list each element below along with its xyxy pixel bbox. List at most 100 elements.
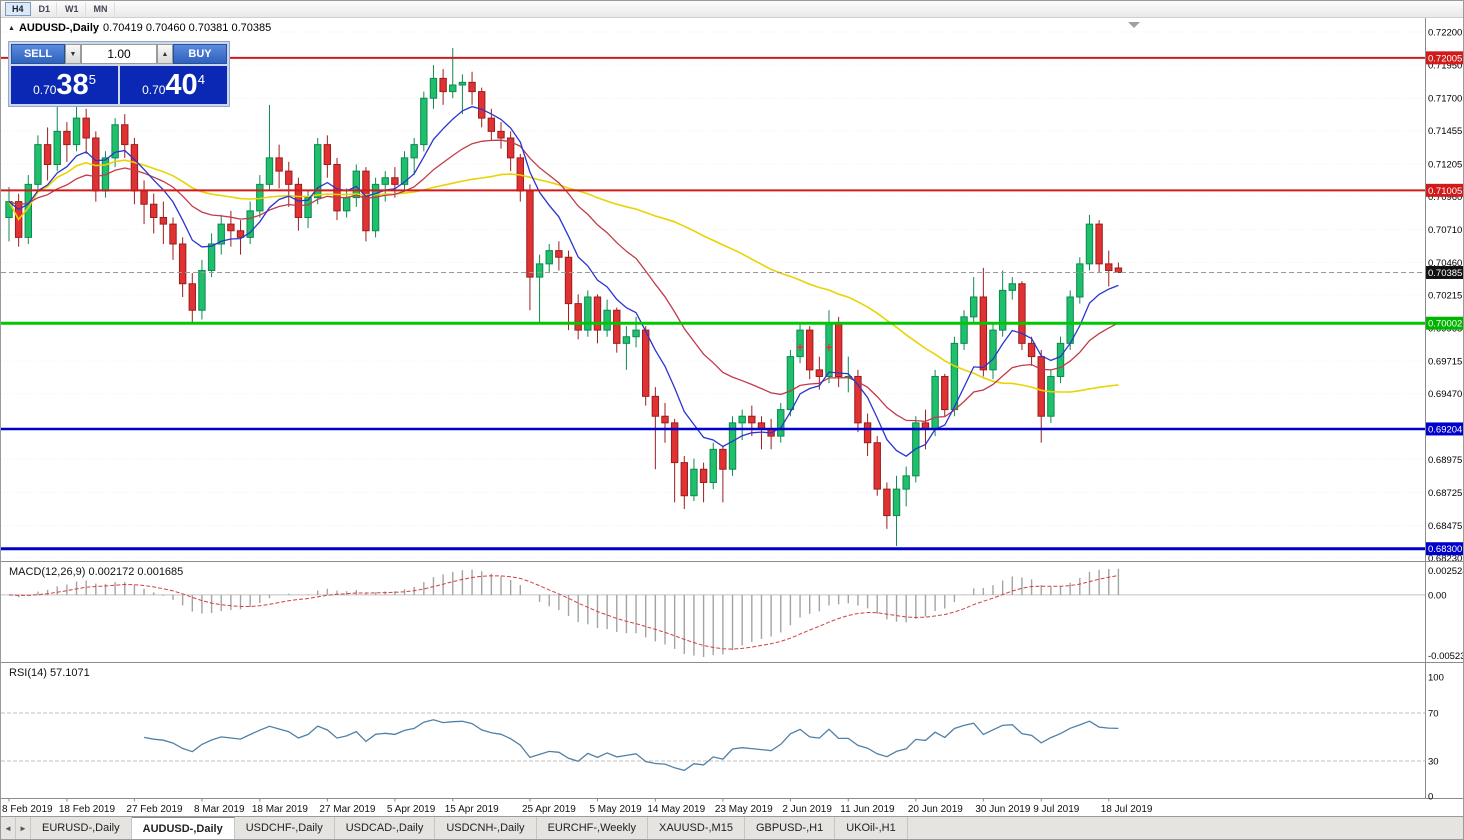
svg-text:0.72005: 0.72005 <box>1428 53 1462 64</box>
svg-text:0.68725: 0.68725 <box>1428 488 1462 499</box>
svg-text:0.69204: 0.69204 <box>1428 424 1462 435</box>
svg-text:0.68300: 0.68300 <box>1428 544 1462 555</box>
chart-title: ▲ AUDUSD-,Daily 0.70419 0.70460 0.70381 … <box>8 22 271 34</box>
buy-price-sup: 4 <box>197 72 205 87</box>
sell-price-sup: 5 <box>88 72 96 87</box>
svg-text:9 Jul 2019: 9 Jul 2019 <box>1033 804 1080 815</box>
chevron-up-icon: ▲ <box>161 50 169 58</box>
timeframe-w1-button[interactable]: W1 <box>58 2 86 16</box>
chart-symbol-label: AUDUSD-,Daily <box>18 22 100 34</box>
svg-text:-0.005234: -0.005234 <box>1428 651 1464 662</box>
buy-price-prefix: 0.70 <box>142 83 166 97</box>
chart-canvas[interactable]: 0.722000.719500.717000.714550.712050.709… <box>1 1 1464 819</box>
tab-eurusd-daily[interactable]: EURUSD-,Daily <box>31 817 132 839</box>
svg-text:0.71700: 0.71700 <box>1428 94 1462 105</box>
svg-text:100: 100 <box>1428 673 1444 684</box>
tab-gbpusd-h1[interactable]: GBPUSD-,H1 <box>745 817 836 839</box>
svg-text:MACD(12,26,9) 0.002172 0.00168: MACD(12,26,9) 0.002172 0.001685 <box>9 566 183 578</box>
svg-text:18 Feb 2019: 18 Feb 2019 <box>59 804 116 815</box>
tab-ukoil-h1[interactable]: UKOil-,H1 <box>835 817 908 839</box>
svg-text:0.70460: 0.70460 <box>1428 258 1462 269</box>
timeframe-h4-button[interactable]: H4 <box>5 2 31 16</box>
svg-text:15 Apr 2019: 15 Apr 2019 <box>445 804 499 815</box>
svg-text:0.68230: 0.68230 <box>1428 554 1462 565</box>
svg-text:0: 0 <box>1428 792 1433 803</box>
timeframe-mn-button[interactable]: MN <box>87 2 115 16</box>
panel-separators <box>1 561 1463 799</box>
sell-price-display[interactable]: 0.70 38 5 <box>11 66 118 104</box>
svg-text:0.72200: 0.72200 <box>1428 28 1462 39</box>
chevron-down-icon: ▼ <box>69 50 77 58</box>
svg-text:0.68475: 0.68475 <box>1428 521 1462 532</box>
svg-text:0.71455: 0.71455 <box>1428 126 1462 137</box>
svg-text:0.71205: 0.71205 <box>1428 159 1462 170</box>
tab-xauusd-m15[interactable]: XAUUSD-,M15 <box>648 817 745 839</box>
svg-text:0.002524: 0.002524 <box>1428 566 1464 577</box>
sell-price-prefix: 0.70 <box>33 83 57 97</box>
svg-text:0.00: 0.00 <box>1428 590 1447 601</box>
chart-ohlc-values: 0.70419 0.70460 0.70381 0.70385 <box>103 22 272 34</box>
svg-text:20 Jun 2019: 20 Jun 2019 <box>908 804 963 815</box>
tab-audusd-daily[interactable]: AUDUSD-,Daily <box>131 817 235 839</box>
macd-panel: MACD(12,26,9) 0.002172 0.001685 0.002524 0… <box>1 566 1464 662</box>
svg-text:0.70002: 0.70002 <box>1428 319 1462 330</box>
svg-text:5 Apr 2019: 5 Apr 2019 <box>387 804 436 815</box>
svg-text:0.68975: 0.68975 <box>1428 455 1462 466</box>
arrow-left-icon: ◄ <box>4 823 12 833</box>
tab-usdcad-daily[interactable]: USDCAD-,Daily <box>335 817 436 839</box>
tab-eurchf-weekly[interactable]: EURCHF-,Weekly <box>537 817 648 839</box>
shift-marker-icon <box>1128 22 1140 28</box>
svg-text:30: 30 <box>1428 757 1439 768</box>
volume-increase-button[interactable]: ▲ <box>157 44 173 64</box>
tab-usdcnh-daily[interactable]: USDCNH-,Daily <box>435 817 537 839</box>
svg-text:30 Jun 2019: 30 Jun 2019 <box>975 804 1030 815</box>
svg-text:0.71005: 0.71005 <box>1428 186 1462 197</box>
svg-text:0.71950: 0.71950 <box>1428 61 1462 72</box>
moving-averages-layer <box>8 105 1119 457</box>
buy-button[interactable]: BUY <box>173 44 227 64</box>
svg-text:27 Feb 2019: 27 Feb 2019 <box>126 804 183 815</box>
trade-markers-layer <box>796 343 833 351</box>
one-click-trading-panel: SELL ▼ 1.00 ▲ BUY 0.70 38 5 0.70 40 4 <box>8 41 230 107</box>
tab-scroll-right-button[interactable]: ► <box>16 817 31 839</box>
grid-layer <box>1 31 1425 559</box>
rsi-panel: RSI(14) 57.1071 100 70 30 0 <box>1 667 1444 803</box>
oneclick-collapse-icon[interactable]: ▲ <box>8 24 15 32</box>
tab-usdchf-daily[interactable]: USDCHF-,Daily <box>235 817 335 839</box>
svg-text:0.70710: 0.70710 <box>1428 225 1462 236</box>
svg-text:0.69470: 0.69470 <box>1428 389 1462 400</box>
chart-tab-bar: ◄ ► EURUSD-,Daily AUDUSD-,Daily USDCHF-,Da… <box>1 816 1463 839</box>
chart-tabs: EURUSD-,Daily AUDUSD-,Daily USDCHF-,Daily U… <box>31 817 908 839</box>
svg-text:0.69715: 0.69715 <box>1428 357 1462 368</box>
svg-text:23 May 2019: 23 May 2019 <box>715 804 773 815</box>
svg-text:0.70385: 0.70385 <box>1428 268 1462 279</box>
svg-text:2 Jun 2019: 2 Jun 2019 <box>782 804 832 815</box>
svg-text:70: 70 <box>1428 709 1439 720</box>
buy-price-display[interactable]: 0.70 40 4 <box>120 66 227 104</box>
tab-scroll-left-button[interactable]: ◄ <box>1 817 16 839</box>
svg-text:0.70960: 0.70960 <box>1428 192 1462 203</box>
svg-text:18 Jul 2019: 18 Jul 2019 <box>1101 804 1153 815</box>
svg-text:18 Mar 2019: 18 Mar 2019 <box>252 804 309 815</box>
volume-input[interactable]: 1.00 <box>81 44 157 64</box>
buy-price-big: 40 <box>165 69 198 101</box>
svg-text:RSI(14) 57.1071: RSI(14) 57.1071 <box>9 667 90 679</box>
volume-decrease-button[interactable]: ▼ <box>65 44 81 64</box>
chart-background <box>1 17 1463 819</box>
price-levels-layer <box>1 56 1425 551</box>
sell-price-big: 38 <box>56 69 89 101</box>
svg-text:14 May 2019: 14 May 2019 <box>647 804 705 815</box>
svg-text:8 Feb 2019: 8 Feb 2019 <box>2 804 53 815</box>
arrow-right-icon: ► <box>19 823 27 833</box>
svg-text:11 Jun 2019: 11 Jun 2019 <box>840 804 895 815</box>
svg-text:8 Mar 2019: 8 Mar 2019 <box>194 804 245 815</box>
svg-text:25 Apr 2019: 25 Apr 2019 <box>522 804 576 815</box>
sell-button[interactable]: SELL <box>11 44 65 64</box>
price-axis: 0.72200 0.71950 0.71700 0.71455 0.71205 0.709… <box>1425 17 1463 799</box>
svg-text:27 Mar 2019: 27 Mar 2019 <box>319 804 376 815</box>
timeframe-d1-button[interactable]: D1 <box>32 2 58 16</box>
time-axis: 8 Feb 2019 18 Feb 2019 27 Feb 2019 8 Mar 20… <box>2 798 1153 815</box>
svg-text:5 May 2019: 5 May 2019 <box>589 804 642 815</box>
svg-text:0.70215: 0.70215 <box>1428 291 1462 302</box>
